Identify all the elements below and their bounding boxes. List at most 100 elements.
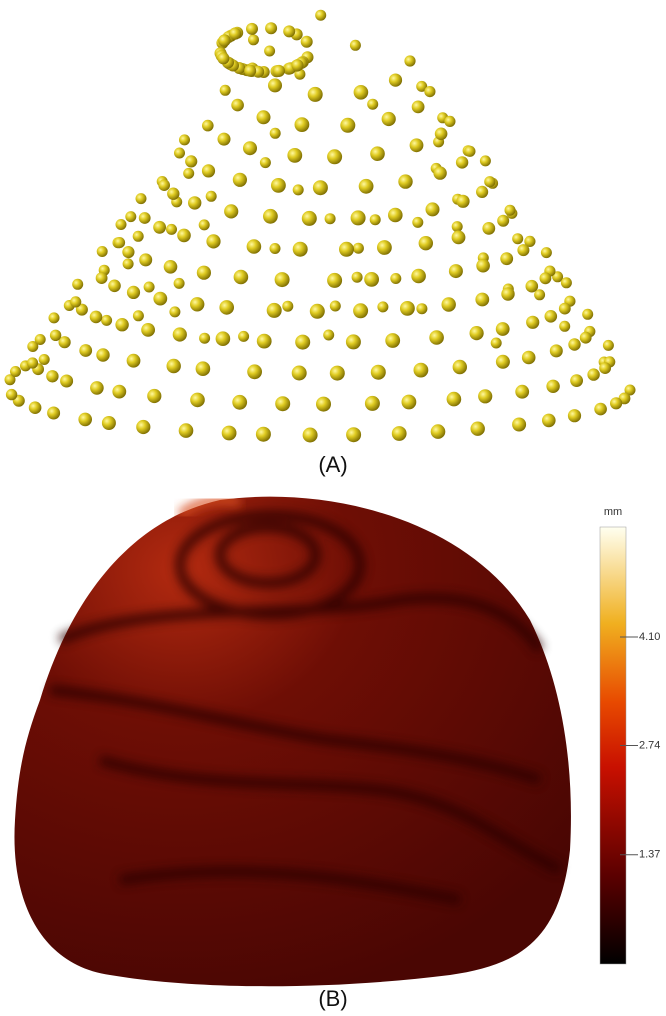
sphere	[115, 318, 129, 332]
sphere	[624, 384, 636, 396]
sphere	[497, 214, 510, 227]
sphere	[404, 55, 416, 67]
sphere	[172, 327, 187, 342]
sphere	[206, 234, 221, 249]
sphere	[199, 332, 211, 344]
sphere	[587, 368, 600, 381]
sphere	[271, 178, 286, 193]
sphere	[349, 39, 361, 51]
sphere	[132, 310, 144, 322]
sphere	[275, 396, 291, 412]
sphere	[75, 303, 88, 316]
sphere	[602, 339, 614, 351]
sphere	[568, 338, 581, 351]
sphere	[79, 344, 93, 357]
sphere	[256, 110, 271, 125]
sphere	[327, 149, 343, 165]
sphere	[377, 240, 392, 255]
sphere	[429, 330, 444, 345]
sphere	[582, 308, 594, 320]
sphere	[72, 278, 84, 290]
sphere	[233, 269, 249, 285]
sphere	[169, 306, 181, 318]
sphere	[198, 219, 210, 231]
colorbar-tick-label: 2.74	[639, 739, 660, 751]
sphere	[217, 132, 231, 146]
sphere	[546, 379, 560, 393]
sphere	[166, 358, 181, 374]
sphere	[540, 247, 552, 259]
sphere	[351, 271, 363, 283]
sphere	[301, 210, 317, 226]
sphere	[70, 296, 82, 308]
sphere	[219, 84, 231, 96]
sphere	[147, 388, 162, 404]
sphere	[5, 388, 18, 401]
sphere	[264, 45, 276, 57]
sphere	[190, 297, 205, 312]
sphere	[323, 329, 335, 341]
sphere	[274, 272, 290, 288]
sphere	[292, 184, 304, 196]
sphere	[512, 417, 527, 432]
sphere	[448, 264, 463, 279]
sphere	[388, 207, 403, 223]
sphere	[412, 216, 424, 228]
sphere	[125, 211, 137, 223]
sphere	[259, 157, 271, 169]
sphere	[113, 237, 126, 249]
sphere	[525, 279, 539, 293]
sphere	[418, 236, 433, 251]
sphere	[246, 22, 258, 35]
sphere	[370, 146, 385, 161]
sphere	[202, 119, 214, 132]
sphere	[476, 258, 490, 273]
sphere	[391, 426, 407, 441]
sphere	[141, 323, 156, 337]
sphere	[291, 59, 304, 72]
sphere	[295, 334, 311, 350]
sphere	[478, 389, 493, 404]
sphere	[475, 292, 490, 307]
sphere	[283, 25, 296, 38]
sphere	[244, 64, 257, 77]
sphere	[231, 98, 244, 112]
surface	[14, 496, 571, 987]
sphere	[229, 27, 242, 40]
sphere	[291, 365, 307, 381]
sphere	[163, 260, 178, 274]
sphere	[433, 166, 447, 180]
sphere	[132, 230, 144, 242]
sphere	[179, 134, 190, 146]
sphere	[570, 374, 583, 387]
sphere	[247, 364, 262, 380]
sphere	[49, 329, 62, 341]
sphere	[401, 394, 417, 410]
sphere	[269, 243, 281, 254]
sphere	[26, 357, 39, 369]
sphere	[34, 334, 46, 345]
sphere	[153, 220, 167, 234]
sphere	[136, 419, 151, 435]
sphere	[539, 272, 552, 285]
sphere	[413, 362, 429, 378]
sphere	[515, 384, 530, 399]
sphere	[219, 300, 234, 315]
sphere	[610, 397, 623, 410]
sphere	[294, 117, 310, 132]
sphere	[444, 115, 456, 127]
sphere	[350, 210, 366, 226]
sphere	[60, 374, 74, 388]
surface-bands	[49, 510, 563, 905]
sphere	[108, 279, 121, 293]
sphere	[544, 310, 558, 323]
sphere	[266, 302, 282, 318]
sphere	[122, 258, 134, 270]
sphere	[381, 111, 396, 127]
sphere	[329, 300, 341, 312]
sphere	[183, 167, 195, 179]
sphere	[549, 344, 563, 358]
sphere	[218, 34, 231, 47]
sphere	[89, 310, 103, 324]
